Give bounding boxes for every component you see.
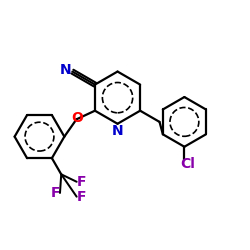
Text: N: N xyxy=(112,124,124,138)
Text: O: O xyxy=(71,111,83,125)
Text: F: F xyxy=(51,186,60,200)
Text: N: N xyxy=(60,63,71,77)
Text: F: F xyxy=(76,190,86,204)
Text: F: F xyxy=(76,175,86,189)
Text: Cl: Cl xyxy=(180,157,195,171)
